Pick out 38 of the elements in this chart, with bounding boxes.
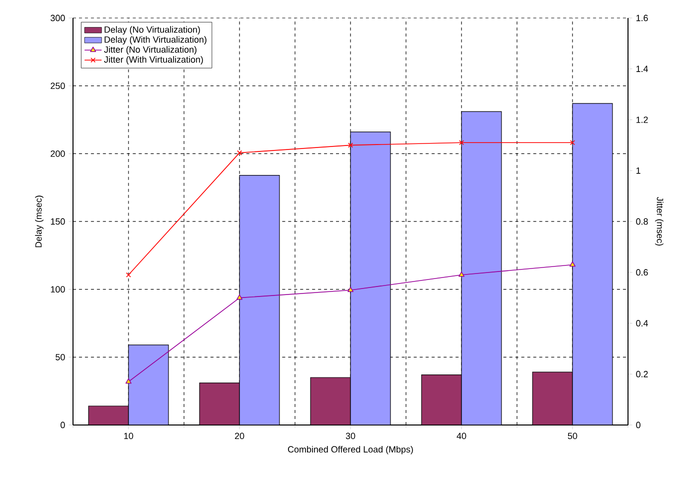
- y2-tick-label: 0.4: [636, 320, 648, 326]
- y2-tick-label: 0.2: [636, 370, 648, 378]
- legend-label: Delay (With Virtualization): [104, 36, 206, 44]
- point: [126, 272, 132, 278]
- y-tick-label: 200: [50, 150, 65, 157]
- point: [348, 286, 354, 292]
- y-tick-label: 50: [56, 354, 65, 360]
- y2-tick-label: 1.2: [636, 116, 648, 123]
- point: [348, 142, 354, 148]
- point: [458, 140, 464, 146]
- y-tick-label: 250: [50, 82, 65, 89]
- y-tick-label: 150: [50, 218, 65, 225]
- point: [570, 140, 576, 146]
- point: [236, 294, 242, 300]
- y2-tick-label: 1: [636, 168, 640, 174]
- point: [236, 150, 242, 156]
- x-tick-label: 30: [346, 432, 356, 440]
- legend-label: Jitter (No Virtualization): [104, 46, 196, 54]
- y2-tick-label: 1.6: [636, 14, 648, 22]
- y2-tick-label: 0: [636, 422, 640, 428]
- y-tick-label: 0: [60, 422, 65, 428]
- y-tick-label: 100: [50, 286, 65, 292]
- y2-axis-title: Jitter (msec): [655, 196, 664, 246]
- x-tick-label: 20: [234, 432, 244, 440]
- point: [570, 261, 576, 267]
- x-axis-title: Combined Offered Load (Mbps): [288, 446, 413, 454]
- y2-tick-label: 0.8: [636, 218, 648, 225]
- x-tick-label: 40: [456, 432, 466, 440]
- x-tick-label: 10: [124, 432, 134, 440]
- y-tick-label: 300: [50, 14, 65, 22]
- point: [458, 272, 464, 277]
- y2-tick-label: 0.6: [636, 269, 648, 276]
- y2-tick-label: 1.4: [636, 66, 648, 72]
- x-tick-label: 50: [568, 432, 578, 440]
- y-axis-title: Delay (msec): [35, 196, 44, 248]
- legend-label: Jitter (With Virtualization): [104, 56, 203, 64]
- point: [126, 378, 132, 384]
- legend-label: Delay (No Virtualization): [104, 26, 200, 35]
